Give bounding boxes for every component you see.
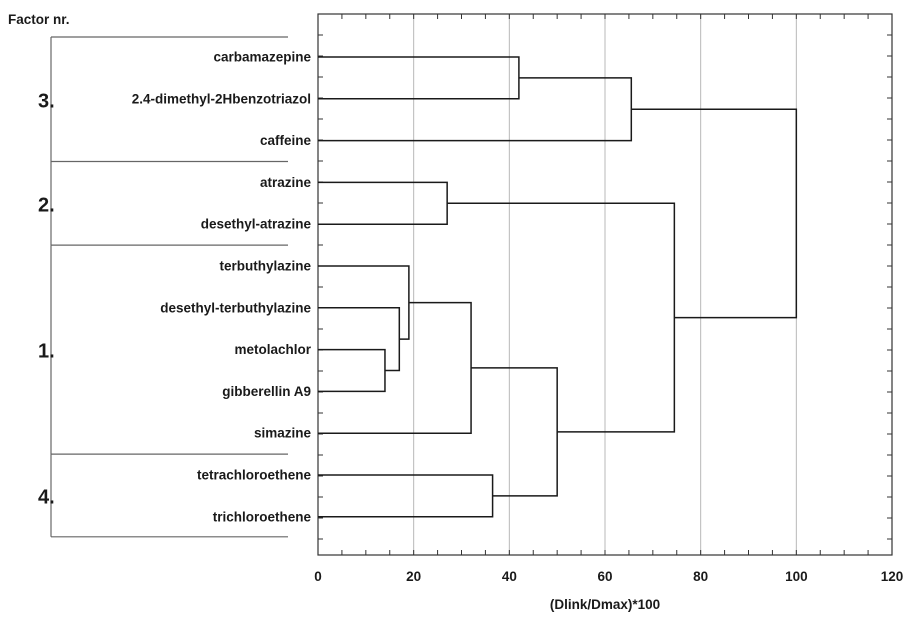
factor-brackets: 3. 2. 1. 4. (38, 36, 288, 538)
leaf-label: desethyl-terbuthylazine (160, 300, 311, 315)
leaf-label: tetrachloroethene (197, 468, 312, 483)
dendrogram-link (318, 348, 386, 393)
dendrogram-link (318, 265, 410, 340)
dendrogram-link (471, 367, 558, 497)
factor-label: 4. (38, 486, 55, 508)
dendrogram-link (318, 56, 520, 100)
leaf-label: metolachlor (234, 342, 311, 357)
factor-label: 2. (38, 194, 55, 216)
leaf-label: trichloroethene (213, 509, 312, 524)
x-tick-40: 40 (502, 569, 517, 584)
x-axis-label: (Dlink/Dmax)*100 (550, 597, 660, 612)
leaf-label: atrazine (260, 175, 312, 190)
leaf-labels: carbamazepine 2.4-dimethyl-2Hbenzotriazol… (132, 50, 312, 525)
x-tick-labels: 0 20 40 60 80 100 120 (314, 569, 903, 584)
dendrogram-link (318, 307, 401, 372)
x-tick-100: 100 (785, 569, 808, 584)
dendrogram-links (318, 56, 798, 518)
leaf-label: terbuthylazine (219, 259, 311, 274)
x-tick-120: 120 (881, 569, 904, 584)
leaf-label: carbamazepine (213, 50, 311, 65)
x-tick-20: 20 (406, 569, 421, 584)
dendrogram-link (318, 474, 494, 518)
dendrogram-link (631, 108, 798, 319)
leaf-label: simazine (254, 426, 312, 441)
dendrogram-link (447, 202, 676, 433)
x-tick-0: 0 (314, 569, 322, 584)
factor-label: 3. (38, 90, 55, 112)
leaf-label: gibberellin A9 (222, 384, 311, 399)
leaf-label: caffeine (260, 133, 312, 148)
x-tick-60: 60 (597, 569, 612, 584)
factor-title: Factor nr. (8, 12, 70, 27)
dendrogram-link (318, 301, 472, 434)
dendrogram-link (318, 181, 448, 225)
grid-lines (413, 14, 797, 555)
dendrogram-link (318, 77, 633, 142)
factor-label: 1. (38, 341, 55, 363)
leaf-label: 2.4-dimethyl-2Hbenzotriazol (132, 91, 311, 106)
leaf-label: desethyl-atrazine (201, 217, 312, 232)
x-tick-80: 80 (693, 569, 708, 584)
